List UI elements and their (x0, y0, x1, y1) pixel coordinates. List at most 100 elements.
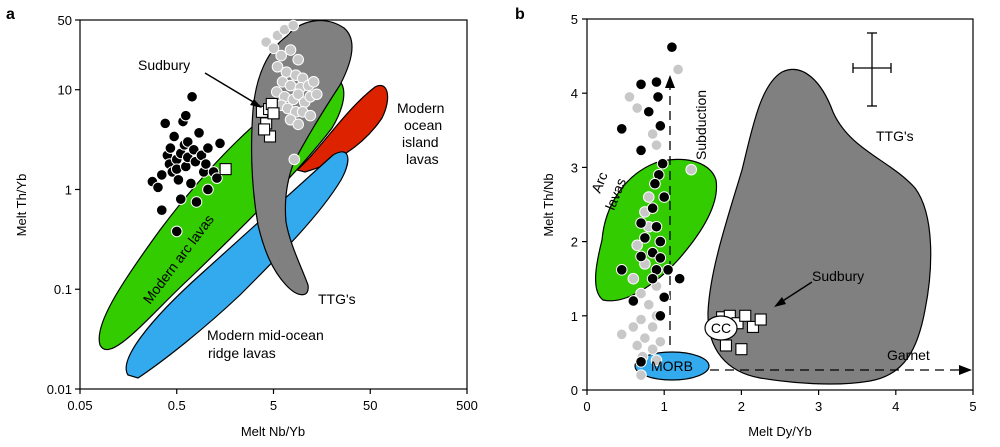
b-gray-point (631, 102, 643, 114)
a-black-point (174, 193, 187, 205)
panel-b-ylabel: Melt Th/Nb (541, 173, 556, 236)
b-gray-point (642, 191, 655, 203)
b-gray-point (627, 321, 640, 333)
subduction-arrowhead (665, 75, 675, 88)
b-y-tick-label: 0 (571, 383, 578, 398)
b-gray-point (646, 343, 659, 355)
panel-b-plot-frame (586, 18, 974, 391)
b-gray-point (635, 369, 647, 381)
b-gray-point (642, 298, 655, 311)
b-y-tick-label: 1 (571, 309, 578, 324)
b-y-tick-label: 2 (571, 235, 578, 250)
panel-b-ticks: 0 1 2 3 4 5 0 1 2 3 4 5 (571, 12, 977, 414)
b-black-point (642, 105, 655, 118)
b-sudbury-point (719, 339, 733, 352)
panel-b: b 0 1 2 3 4 5 0 1 2 3 4 5 CC MORB (515, 6, 977, 439)
b-black-point (650, 76, 663, 88)
a-black-point (211, 172, 223, 184)
a-black-point (200, 158, 212, 170)
a-y-tick-label: 0.01 (47, 382, 72, 397)
b-black-point (649, 177, 661, 190)
b-gray-point (623, 91, 636, 103)
sudbury-label-b: Sudbury (812, 268, 864, 284)
panel-a-points (146, 19, 323, 238)
a-black-point (164, 142, 177, 154)
a-black-point (190, 196, 203, 208)
a-black-point (179, 109, 192, 122)
morb-label-line2: ridge lavas (208, 345, 276, 361)
b-gray-point (635, 313, 647, 326)
b-gray-point (646, 321, 659, 333)
b-black-point (646, 272, 659, 285)
a-black-point (202, 183, 214, 196)
a-x-tick-label: 0.05 (67, 398, 92, 413)
a-x-tick-label: 50 (363, 398, 377, 413)
b-black-point (615, 263, 628, 276)
b-x-tick-label: 0 (583, 399, 590, 414)
sudbury-arrowhead-b (774, 297, 786, 307)
b-black-point (673, 272, 686, 285)
a-gray-point (271, 60, 284, 73)
b-black-point (635, 250, 647, 263)
b-black-point (652, 91, 664, 103)
panel-b-xlabel: Melt Dy/Yb (748, 424, 812, 439)
b-black-point (639, 232, 651, 244)
b-black-point (635, 217, 647, 229)
oib-label-line1: Modern (397, 100, 444, 116)
oib-label-line3: island (402, 134, 439, 150)
a-black-point (181, 136, 194, 148)
a-black-point (172, 174, 185, 186)
b-x-tick-label: 5 (969, 399, 976, 414)
b-gray-point (646, 128, 659, 140)
b-black-point (627, 295, 640, 307)
b-black-point (635, 356, 647, 368)
b-black-point (654, 310, 667, 322)
a-sudbury-point (267, 107, 280, 120)
b-black-point (654, 235, 667, 248)
a-gray-point (292, 118, 304, 131)
a-black-point (185, 177, 197, 190)
a-black-point (159, 117, 172, 130)
b-black-point (650, 220, 663, 233)
arc-label-b-line1: Arc (588, 170, 611, 195)
ttg-label-a: TTG's (318, 291, 356, 307)
a-gray-point (284, 44, 297, 56)
panel-a: a 0.05 0.5 5 50 500 0.01 0.1 1 10 50 Sudbury Mode… (6, 6, 478, 439)
b-gray-point (654, 335, 667, 348)
b-gray-point (685, 163, 698, 176)
a-black-point (170, 225, 183, 238)
b-x-tick-label: 3 (815, 399, 822, 414)
b-black-point (646, 202, 659, 215)
b-black-point (662, 263, 674, 276)
morb-label-line1: Modern mid-ocean (207, 327, 324, 343)
a-y-tick-label: 10 (58, 83, 72, 98)
a-gray-point (260, 36, 272, 48)
oib-label-line4: lavas (406, 151, 439, 167)
a-black-point (186, 90, 198, 103)
b-y-tick-label: 3 (571, 160, 578, 175)
b-x-tick-label: 2 (738, 399, 745, 414)
b-black-point (635, 78, 647, 91)
garnet-arrowhead (959, 365, 972, 375)
a-black-point (155, 169, 168, 181)
panel-b-points (615, 41, 767, 381)
b-black-point (654, 252, 667, 264)
b-y-tick-label: 4 (571, 86, 578, 101)
panel-a-fields (98, 20, 389, 379)
sudbury-arrow (204, 72, 261, 107)
b-x-tick-label: 1 (661, 399, 668, 414)
b-black-point (666, 41, 678, 53)
a-x-tick-label: 0.5 (168, 398, 186, 413)
b-gray-point (627, 272, 640, 285)
b-sudbury-point (735, 343, 748, 356)
panel-b-fields (594, 68, 932, 385)
morb-field (125, 151, 349, 379)
a-gray-point (288, 153, 301, 166)
panel-a-label: a (6, 6, 15, 23)
a-gray-point (284, 79, 297, 92)
a-sudbury-point (219, 163, 232, 176)
cc-marker (704, 315, 738, 341)
b-black-point (658, 191, 671, 203)
a-black-point (214, 137, 226, 150)
